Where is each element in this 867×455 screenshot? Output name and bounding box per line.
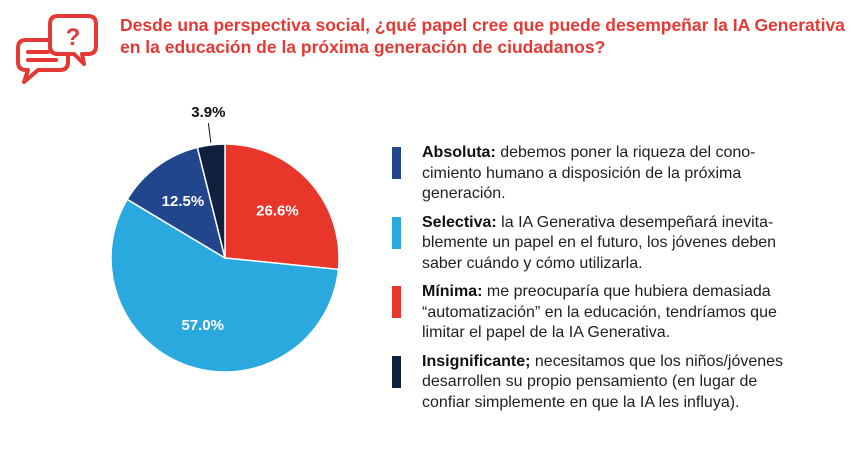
legend-text: Absoluta: debemos poner la riqueza del c… xyxy=(422,143,832,205)
legend-label: Mínima: xyxy=(422,283,483,300)
legend-item-selectiva: Selectiva: la IA Generativa desempeñará … xyxy=(392,213,832,275)
page-title: Desde una perspectiva social, ¿qué papel… xyxy=(120,14,850,58)
pie-slice-absoluta xyxy=(126,146,227,260)
legend-desc-line: generación. xyxy=(422,185,506,202)
pie-chart: 26.6% 57.0% 12.5% 3.9% xyxy=(110,104,340,373)
legend-item-minima: Mínima: me preocuparía que hubiera demas… xyxy=(392,282,832,344)
legend-item-absoluta: Absoluta: debemos poner la riqueza del c… xyxy=(392,143,832,205)
legend-desc-line: “automatización” en la educación, tendrí… xyxy=(422,303,777,321)
legend-text: Mínima: me preocuparía que hubiera demas… xyxy=(422,282,832,344)
pie-slice-mnima xyxy=(224,143,340,271)
title-line-1: Desde una perspectiva social, ¿qué papel… xyxy=(120,15,845,35)
pie-slice-label: 26.6% xyxy=(256,203,299,220)
pie-slice-label: 12.5% xyxy=(162,193,205,210)
legend-label: Absoluta: xyxy=(422,144,496,161)
legend-swatch-selectiva xyxy=(392,216,401,249)
legend-swatch-absoluta xyxy=(392,147,401,179)
title-line-2: en la educación de la próxima generación… xyxy=(120,37,606,57)
legend-desc-line: limitar el papel de la IA Generativa. xyxy=(422,324,671,341)
legend-desc-line: blemente un papel en el futuro, los jóve… xyxy=(422,234,777,251)
legend-label: Selectiva: xyxy=(422,213,497,231)
legend-swatch-minima xyxy=(392,286,401,318)
legend-desc-line: debemos poner la riqueza del cono- xyxy=(495,144,756,161)
pie-leader-line xyxy=(207,123,212,143)
pie-slice-insignificante xyxy=(196,143,226,259)
legend-label: Insignificante; xyxy=(422,352,531,370)
pie-slice-label: 3.9% xyxy=(191,104,225,121)
chat-question-icon: ? xyxy=(16,14,98,84)
legend-text: Selectiva: la IA Generativa desempeñará … xyxy=(422,213,832,275)
legend-desc-line: confiar simplemente en que la IA les inf… xyxy=(422,393,740,411)
legend-desc-line: desarrollen su propio pensamiento (en lu… xyxy=(422,373,758,390)
pie-slice-selectiva xyxy=(110,198,340,373)
legend-desc-line: necesitamos que los niños/jóvenes xyxy=(530,352,784,370)
pie-slice-label: 57.0% xyxy=(181,317,224,334)
legend-desc-line: cimiento humano a disposición de la próx… xyxy=(422,164,742,182)
legend-swatch-insignificante xyxy=(392,355,401,388)
legend-item-insignificante: Insignificante; necesitamos que los niño… xyxy=(392,352,832,414)
legend-desc-line: la IA Generativa desempeñará inevita- xyxy=(496,213,774,231)
legend: Absoluta: debemos poner la riqueza del c… xyxy=(392,143,832,421)
legend-desc-line: me preocuparía que hubiera demasiada xyxy=(482,283,771,300)
svg-text:?: ? xyxy=(66,24,81,51)
legend-text: Insignificante; necesitamos que los niño… xyxy=(422,352,832,414)
legend-desc-line: saber cuándo y cómo utilizarla. xyxy=(422,254,643,272)
